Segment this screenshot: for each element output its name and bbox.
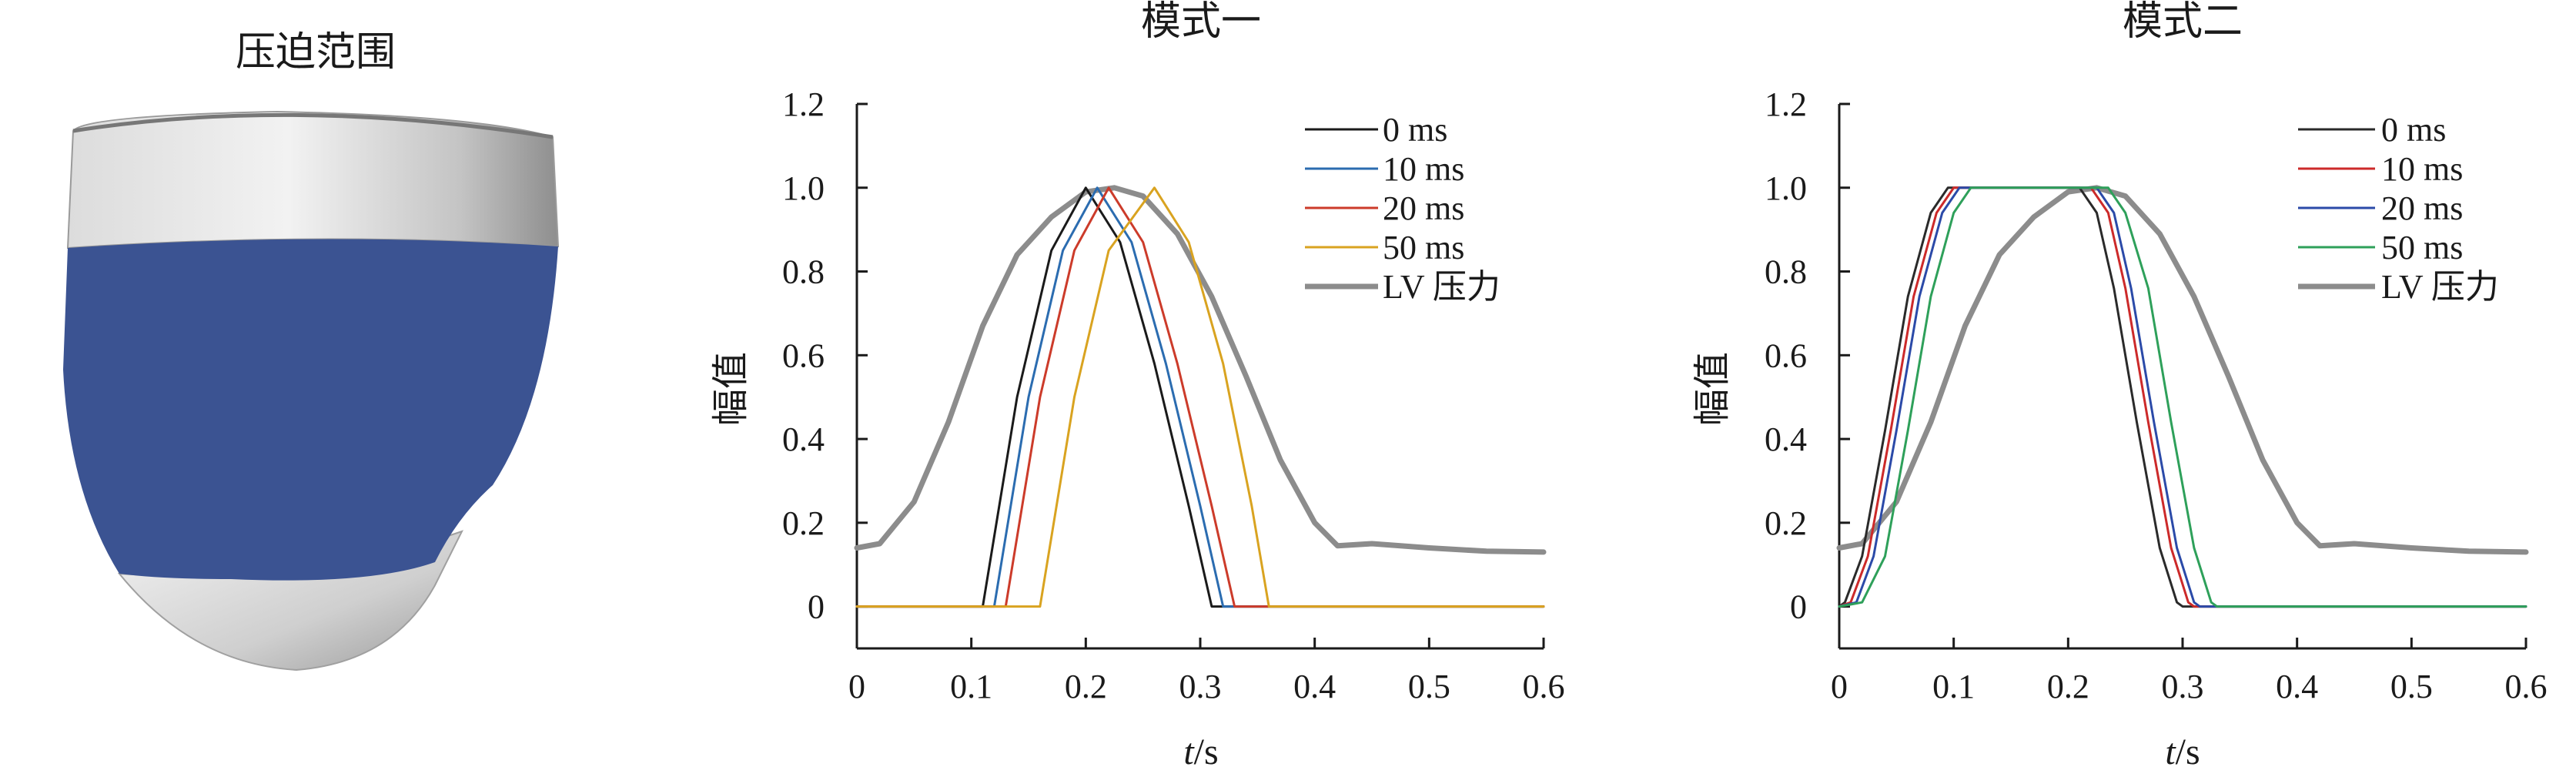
- series-line-20-ms: [855, 186, 1545, 608]
- x-tick-label: 0.1: [950, 668, 992, 705]
- x-axis-label-var: t: [2165, 732, 2176, 772]
- legend-label: 20 ms: [1383, 189, 1464, 227]
- series-line-LV-压力: [1836, 185, 2529, 555]
- y-tick-label: 1.0: [782, 169, 825, 207]
- x-tick-label: 0: [848, 668, 865, 705]
- legend-label: 50 ms: [2381, 229, 2463, 266]
- legend-label: LV 压力: [2381, 268, 2499, 306]
- x-tick-label: 0.1: [1932, 668, 1975, 705]
- legend-label: 0 ms: [2381, 111, 2446, 149]
- x-axis-label-unit: /s: [1194, 732, 1219, 772]
- y-tick-label: 1.2: [782, 85, 825, 123]
- x-ticks: 0 0.1 0.2 0.3 0.4 0.5 0.6: [848, 638, 1565, 705]
- y-tick-label: 0.8: [782, 253, 825, 291]
- y-tick-label: 0: [1790, 588, 1807, 626]
- y-axis-label: 幅值: [711, 352, 751, 426]
- x-ticks: 0 0.1 0.2 0.3 0.4 0.5 0.6: [1831, 638, 2548, 705]
- series-line-0-ms: [855, 186, 1545, 608]
- y-ticks: 0 0.2 0.4 0.6 0.8 1.0 1.2: [782, 85, 868, 626]
- y-ticks: 0 0.2 0.4 0.6 0.8 1.0 1.2: [1765, 85, 1850, 626]
- chart-mode-2: 模式二 0 0.2 0.4 0.6 0.8 1.0 1.2 0 0.1 0.2 0.3 0.4 0.5…: [1692, 0, 2548, 772]
- heart-upper-ring: [66, 110, 560, 250]
- series-group: [854, 185, 1547, 608]
- x-axis-label-unit: /s: [2176, 732, 2200, 772]
- legend-label: 0 ms: [1383, 111, 1447, 149]
- heart-panel-title: 压迫范围: [236, 31, 396, 75]
- x-axis-label: t/s: [2165, 732, 2200, 772]
- chart-title: 模式一: [1141, 0, 1261, 44]
- series-line-10-ms: [855, 186, 1545, 608]
- y-axis-label: 幅值: [1692, 352, 1733, 426]
- chart-mode-1: 模式一 0 0.2 0.4 0.6 0.8 1.0 1.2 0 0.1 0.2 0.3 0.4 0.5…: [711, 0, 1565, 772]
- y-tick-label: 0.4: [782, 420, 825, 458]
- y-tick-label: 0.6: [1765, 337, 1807, 374]
- y-tick-label: 0.2: [782, 504, 825, 542]
- y-tick-label: 1.0: [1765, 169, 1807, 207]
- x-tick-label: 0.2: [1065, 668, 1107, 705]
- heart-compression-panel: 压迫范围: [63, 31, 560, 672]
- x-tick-label: 0.5: [2390, 668, 2433, 705]
- x-tick-label: 0.2: [2047, 668, 2089, 705]
- y-tick-label: 0.8: [1765, 253, 1807, 291]
- heart-top-rim: [72, 112, 554, 139]
- legend-label: 20 ms: [2381, 189, 2463, 227]
- x-tick-label: 0: [1831, 668, 1848, 705]
- legend-label: LV 压力: [1383, 268, 1500, 306]
- series-line-50-ms: [855, 186, 1545, 608]
- x-tick-label: 0.6: [1523, 668, 1565, 705]
- x-tick-label: 0.6: [2505, 668, 2548, 705]
- series-group: [1836, 185, 2529, 608]
- chart-title: 模式二: [2123, 0, 2243, 44]
- compression-band: [63, 239, 558, 581]
- y-tick-label: 0.4: [1765, 420, 1807, 458]
- x-axis-label-var: t: [1183, 732, 1195, 772]
- y-tick-label: 0.2: [1765, 504, 1807, 542]
- legend-label: 10 ms: [2381, 150, 2463, 188]
- legend-label: 50 ms: [1383, 229, 1464, 266]
- heart-model-illustration: [63, 110, 560, 672]
- x-tick-label: 0.4: [2276, 668, 2318, 705]
- series-line-LV-压力: [854, 185, 1547, 555]
- x-tick-label: 0.3: [1179, 668, 1222, 705]
- x-axis-label: t/s: [1183, 732, 1218, 772]
- x-tick-label: 0.3: [2162, 668, 2204, 705]
- y-tick-label: 1.2: [1765, 85, 1807, 123]
- legend-label: 10 ms: [1383, 150, 1464, 188]
- x-tick-label: 0.5: [1408, 668, 1450, 705]
- y-tick-label: 0: [808, 588, 825, 626]
- y-tick-label: 0.6: [782, 337, 825, 374]
- series-line-50-ms: [1838, 186, 2527, 608]
- x-tick-label: 0.4: [1293, 668, 1336, 705]
